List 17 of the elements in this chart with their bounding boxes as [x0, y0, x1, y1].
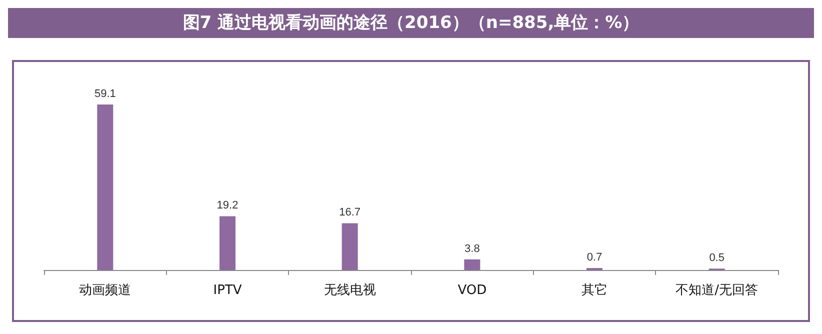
data-label: 16.7 [339, 206, 361, 219]
x-tick-label: IPTV [213, 283, 242, 298]
data-label: 19.2 [216, 200, 238, 212]
bar [464, 259, 480, 270]
bar [97, 104, 114, 270]
x-tick-label: 不知道/无回答 [676, 283, 758, 298]
bar [342, 223, 358, 270]
x-tick-label: 其它 [582, 282, 608, 298]
chart-title: 图7 通过电视看动画的途径（2016）（n=885,单位：%） [8, 8, 814, 38]
x-tick-label: 无线电视 [324, 283, 376, 298]
bar [220, 216, 236, 270]
data-label: 0.7 [586, 252, 602, 264]
data-label: 59.1 [94, 88, 116, 100]
x-tick-label: 动画频道 [79, 283, 132, 298]
data-label: 0.5 [709, 252, 724, 264]
x-tick-label: VOD [458, 283, 487, 298]
data-label: 3.8 [464, 242, 480, 255]
